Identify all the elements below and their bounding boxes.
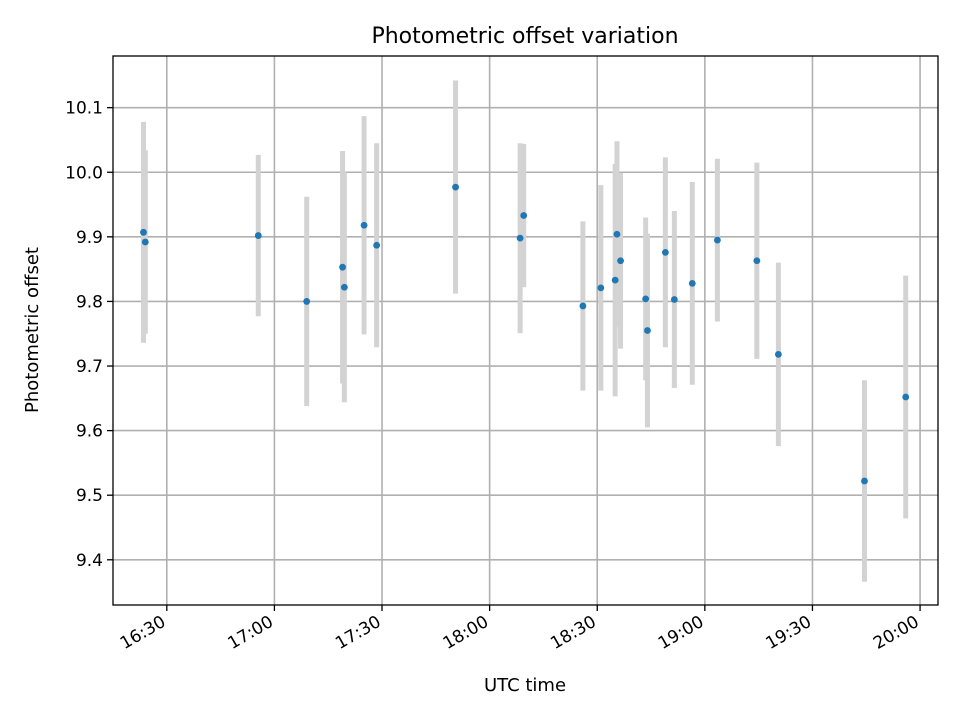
data-point xyxy=(644,327,651,334)
x-tick-label: 19:30 xyxy=(763,612,815,654)
data-point xyxy=(360,221,368,229)
data-point xyxy=(902,393,910,401)
data-point xyxy=(688,279,696,287)
x-tick-label: 17:00 xyxy=(224,612,276,654)
y-tick-label: 9.6 xyxy=(76,422,103,442)
chart-title: Photometric offset variation xyxy=(371,24,678,49)
data-points xyxy=(140,183,910,485)
y-tick-label: 9.4 xyxy=(76,551,103,571)
y-axis-label: Photometric offset xyxy=(22,247,43,413)
y-tick-label: 10.0 xyxy=(65,163,103,183)
y-tick-label: 9.9 xyxy=(76,228,103,248)
data-point xyxy=(861,477,868,485)
data-point xyxy=(613,230,621,238)
x-tick-label: 17:30 xyxy=(332,612,384,654)
data-point xyxy=(339,263,346,271)
data-point xyxy=(303,298,311,305)
y-tick-label: 9.7 xyxy=(76,357,103,377)
data-point xyxy=(520,212,528,219)
x-tick-label: 16:30 xyxy=(117,612,169,654)
data-point xyxy=(452,183,459,191)
x-axis: 16:30 17:00 17:30 18:00 18:30 19:00 19:30 20:00 xyxy=(117,605,923,654)
x-axis-label: UTC time xyxy=(484,675,566,696)
data-point xyxy=(670,296,678,303)
data-point xyxy=(254,232,262,239)
data-point xyxy=(753,257,761,265)
y-tick-label: 9.5 xyxy=(76,486,103,506)
error-bars xyxy=(140,80,909,582)
data-point xyxy=(642,295,650,303)
y-tick-label: 9.8 xyxy=(76,292,103,312)
x-tick-label: 18:00 xyxy=(440,612,492,654)
data-point xyxy=(579,302,587,310)
y-tick-label: 10.1 xyxy=(65,99,103,119)
y-axis: 9.4 9.5 9.6 9.7 9.8 9.9 10.0 10.1 xyxy=(65,99,113,571)
data-point xyxy=(611,276,619,284)
data-point xyxy=(774,350,782,358)
data-point xyxy=(597,284,605,292)
data-point xyxy=(373,241,381,249)
data-point xyxy=(340,283,348,291)
plot-area xyxy=(112,55,939,606)
x-tick-label: 19:00 xyxy=(655,612,707,654)
data-point xyxy=(617,257,624,265)
data-point xyxy=(661,248,669,256)
x-tick-label: 20:00 xyxy=(870,612,922,654)
gridlines xyxy=(113,56,938,605)
data-point xyxy=(516,234,524,242)
data-point xyxy=(140,228,147,236)
data-point xyxy=(141,238,149,246)
data-point xyxy=(714,236,721,244)
x-tick-label: 18:30 xyxy=(547,612,599,654)
